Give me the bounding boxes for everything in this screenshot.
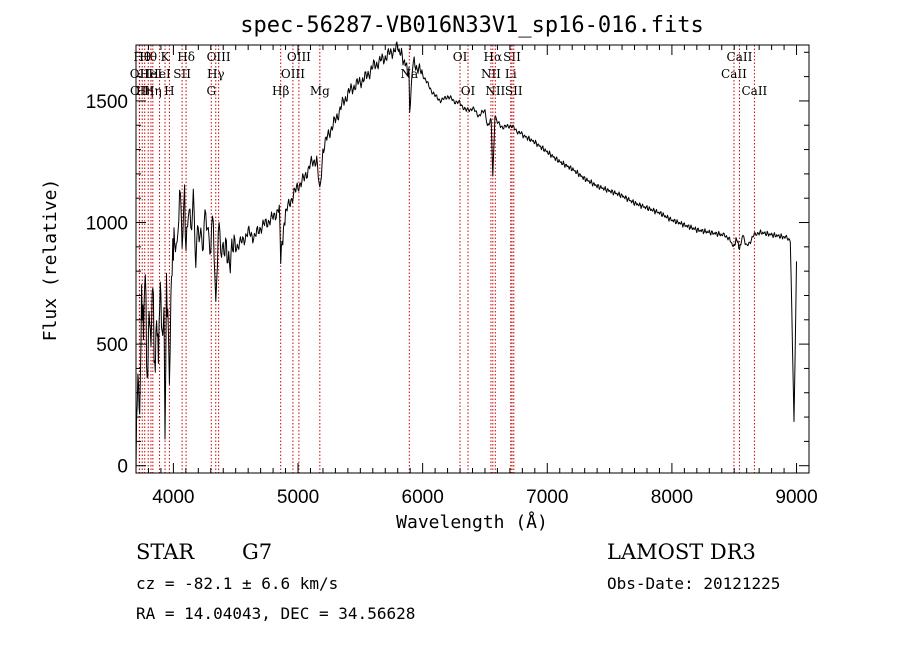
chart-title: spec-56287-VB016N33V1_sp16-016.fits <box>240 13 704 38</box>
redshift-velocity: cz = -82.1 ± 6.6 km/s <box>136 574 338 593</box>
spectral-line-label: OIII <box>287 50 311 64</box>
spectrum-chart: spec-56287-VB016N33V1_sp16-016.fits OIIO… <box>0 0 900 649</box>
spectrum-figure: { "chart_data": { "type": "line", "title… <box>0 0 900 649</box>
spectral-line-label: NII <box>481 67 501 81</box>
spectral-line-label: OIII <box>281 67 305 81</box>
x-tick-label: 7000 <box>526 487 568 508</box>
y-tick-label: 500 <box>96 335 128 356</box>
spectral-line-label: OIII <box>207 50 231 64</box>
spectral-line-markers: OIIOIIHθHηHθHeIHηHeIKHSIIHδGHγOIIIHβOIII… <box>130 45 768 473</box>
spectral-line-label: G <box>206 84 216 98</box>
spectral-line-label: OI <box>453 50 468 64</box>
y-tick-label: 0 <box>117 457 128 478</box>
x-tick-label: 6000 <box>402 487 444 508</box>
spectral-line-label: Hδ <box>177 50 195 64</box>
spectral-line-label: Li <box>505 67 517 81</box>
spectral-line-label: HeI <box>148 67 171 81</box>
x-axis-label: Wavelength (Å) <box>396 511 548 533</box>
spectral-line-label: SII <box>173 67 191 81</box>
x-tick-label: 4000 <box>152 487 194 508</box>
coordinates: RA = 14.04043, DEC = 34.56628 <box>136 604 415 623</box>
survey-name: LAMOST DR3 <box>607 540 756 564</box>
spectral-line-label: H <box>164 84 174 98</box>
x-tick-label: 5000 <box>277 487 319 508</box>
y-axis: 0 500 1000 1500 <box>86 52 809 477</box>
object-class: STAR <box>136 540 195 564</box>
x-tick-label: 8000 <box>651 487 693 508</box>
spectral-line-label: Hγ <box>207 67 225 81</box>
object-subclass: G7 <box>242 540 272 564</box>
observation-date: Obs-Date: 20121225 <box>607 574 780 593</box>
spectral-line-label: NII <box>485 84 505 98</box>
y-tick-label: 1000 <box>86 214 128 235</box>
spectral-line-label: OI <box>461 84 476 98</box>
spectral-line-label: Hβ <box>272 84 289 98</box>
y-axis-label: Flux (relative) <box>40 179 61 342</box>
spectral-line-label: Hα <box>484 50 503 64</box>
spectral-line-label: CaII <box>721 67 747 81</box>
spectral-line-label: SII <box>503 50 521 64</box>
spectral-line-label: Hη <box>144 84 162 98</box>
spectral-line-label: Mg <box>310 84 330 98</box>
spectral-line-label: CaII <box>741 84 767 98</box>
spectrum-series <box>136 42 797 472</box>
y-tick-label: 1500 <box>86 92 128 113</box>
spectral-line-label: CaII <box>727 50 753 64</box>
spectral-line-label: SII <box>505 84 523 98</box>
x-tick-label: 9000 <box>775 487 817 508</box>
spectral-line-label: Hθ <box>139 50 157 64</box>
